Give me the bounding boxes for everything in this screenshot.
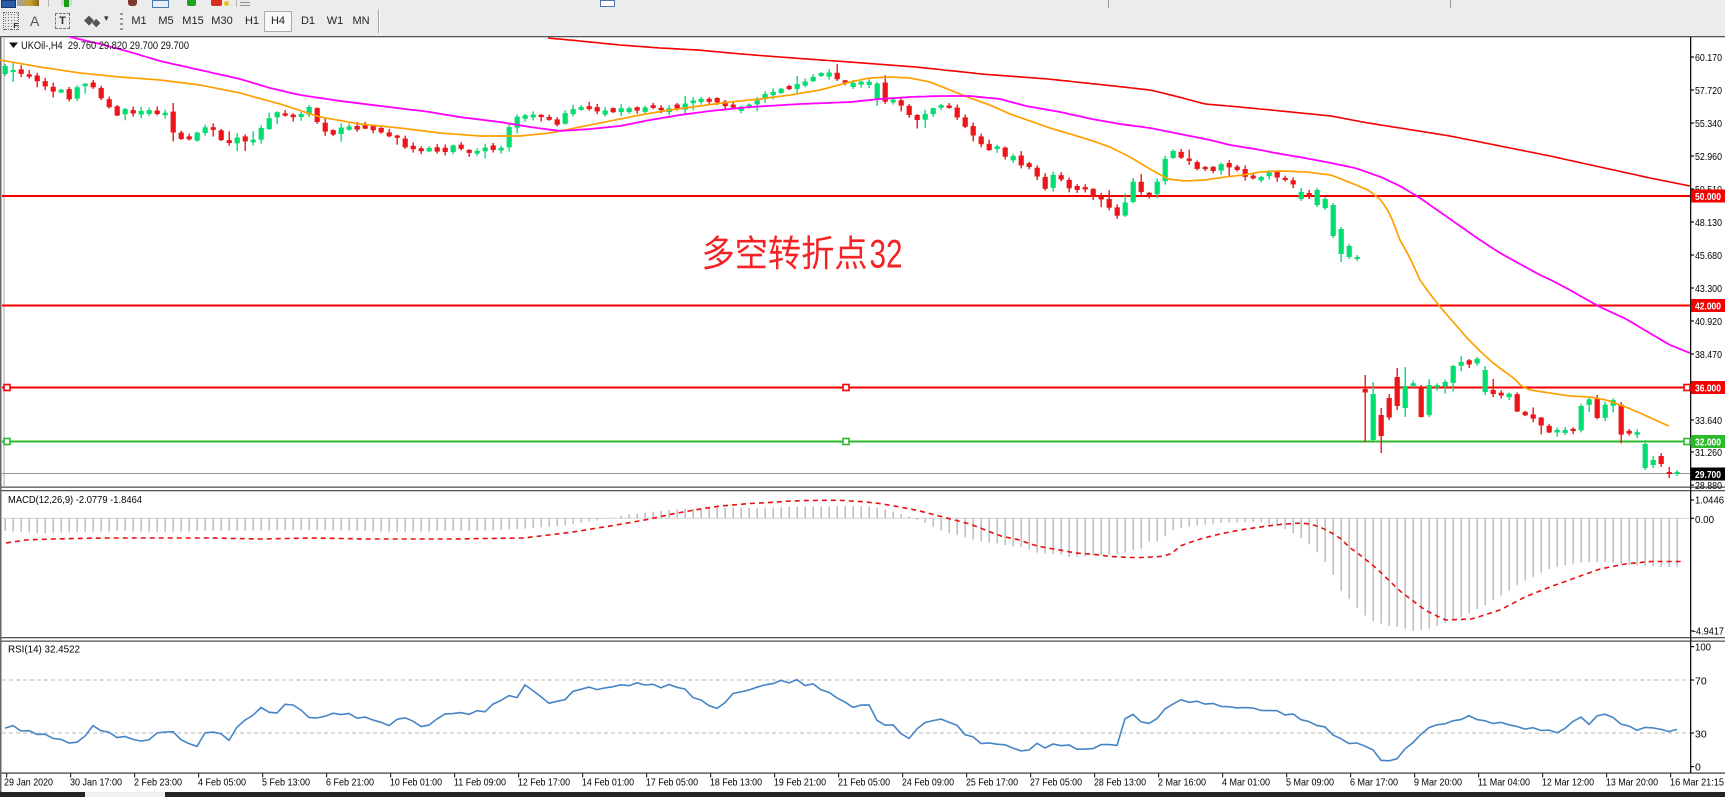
svg-text:5 Mar 09:00: 5 Mar 09:00	[1286, 778, 1334, 789]
svg-text:2 Mar 16:00: 2 Mar 16:00	[1158, 778, 1206, 789]
svg-text:10 Feb 01:00: 10 Feb 01:00	[390, 778, 442, 789]
svg-text:16 Mar 21:15: 16 Mar 21:15	[1670, 778, 1724, 789]
svg-text:UKOil-,H4 29.760 29.820 29.70: UKOil-,H4 29.760 29.820 29.700 29.700	[21, 40, 189, 52]
svg-text:RSI(14) 32.4522: RSI(14) 32.4522	[8, 644, 80, 656]
svg-text:14 Feb 01:00: 14 Feb 01:00	[582, 778, 634, 789]
svg-text:1.0446: 1.0446	[1695, 494, 1724, 506]
svg-text:57.720: 57.720	[1695, 85, 1722, 97]
svg-text:32: 32	[870, 233, 903, 277]
svg-text:42.000: 42.000	[1695, 300, 1721, 312]
svg-text:29 Jan 2020: 29 Jan 2020	[4, 778, 53, 789]
svg-text:32.000: 32.000	[1695, 436, 1721, 448]
svg-text:MACD(12,26,9) -2.0779 -1.8464: MACD(12,26,9) -2.0779 -1.8464	[8, 494, 142, 506]
svg-text:9 Mar 20:00: 9 Mar 20:00	[1414, 778, 1462, 789]
svg-text:45.680: 45.680	[1695, 250, 1722, 262]
svg-text:25 Feb 17:00: 25 Feb 17:00	[966, 778, 1018, 789]
svg-text:0.00: 0.00	[1695, 514, 1714, 526]
svg-text:60.170: 60.170	[1695, 52, 1722, 64]
svg-text:21 Feb 05:00: 21 Feb 05:00	[838, 778, 890, 789]
svg-text:28 Feb 13:00: 28 Feb 13:00	[1094, 778, 1146, 789]
svg-text:40.920: 40.920	[1695, 316, 1722, 328]
svg-text:31.260: 31.260	[1695, 447, 1722, 459]
svg-text:29.700: 29.700	[1695, 469, 1721, 481]
svg-text:100: 100	[1695, 642, 1711, 654]
svg-text:6 Feb 21:00: 6 Feb 21:00	[326, 778, 374, 789]
svg-text:17 Feb 05:00: 17 Feb 05:00	[646, 778, 698, 789]
svg-text:18 Feb 13:00: 18 Feb 13:00	[710, 778, 762, 789]
svg-text:30: 30	[1695, 728, 1707, 740]
svg-text:30 Jan 17:00: 30 Jan 17:00	[70, 778, 122, 789]
svg-text:19 Feb 21:00: 19 Feb 21:00	[774, 778, 826, 789]
svg-text:13 Mar 20:00: 13 Mar 20:00	[1606, 778, 1658, 789]
svg-text:4 Feb 05:00: 4 Feb 05:00	[198, 778, 246, 789]
svg-text:52.960: 52.960	[1695, 151, 1722, 163]
svg-text:43.300: 43.300	[1695, 283, 1722, 295]
svg-text:12 Mar 12:00: 12 Mar 12:00	[1542, 778, 1594, 789]
svg-text:50.000: 50.000	[1695, 191, 1721, 203]
svg-text:4 Mar 01:00: 4 Mar 01:00	[1222, 778, 1270, 789]
svg-text:6 Mar 17:00: 6 Mar 17:00	[1350, 778, 1398, 789]
svg-text:11 Feb 09:00: 11 Feb 09:00	[454, 778, 506, 789]
svg-text:28.880: 28.880	[1695, 480, 1722, 492]
svg-text:12 Feb 17:00: 12 Feb 17:00	[518, 778, 570, 789]
svg-text:33.640: 33.640	[1695, 415, 1722, 427]
svg-text:55.340: 55.340	[1695, 118, 1722, 130]
svg-text:36.000: 36.000	[1695, 382, 1721, 394]
svg-text:0: 0	[1695, 762, 1701, 774]
svg-text:11 Mar 04:00: 11 Mar 04:00	[1478, 778, 1530, 789]
svg-text:5 Feb 13:00: 5 Feb 13:00	[262, 778, 310, 789]
svg-text:27 Feb 05:00: 27 Feb 05:00	[1030, 778, 1082, 789]
svg-text:24 Feb 09:00: 24 Feb 09:00	[902, 778, 954, 789]
svg-text:70: 70	[1695, 675, 1707, 687]
svg-text:2 Feb 23:00: 2 Feb 23:00	[134, 778, 182, 789]
svg-text:-4.9417: -4.9417	[1693, 625, 1724, 637]
svg-text:38.470: 38.470	[1695, 349, 1722, 361]
svg-text:48.130: 48.130	[1695, 217, 1722, 229]
